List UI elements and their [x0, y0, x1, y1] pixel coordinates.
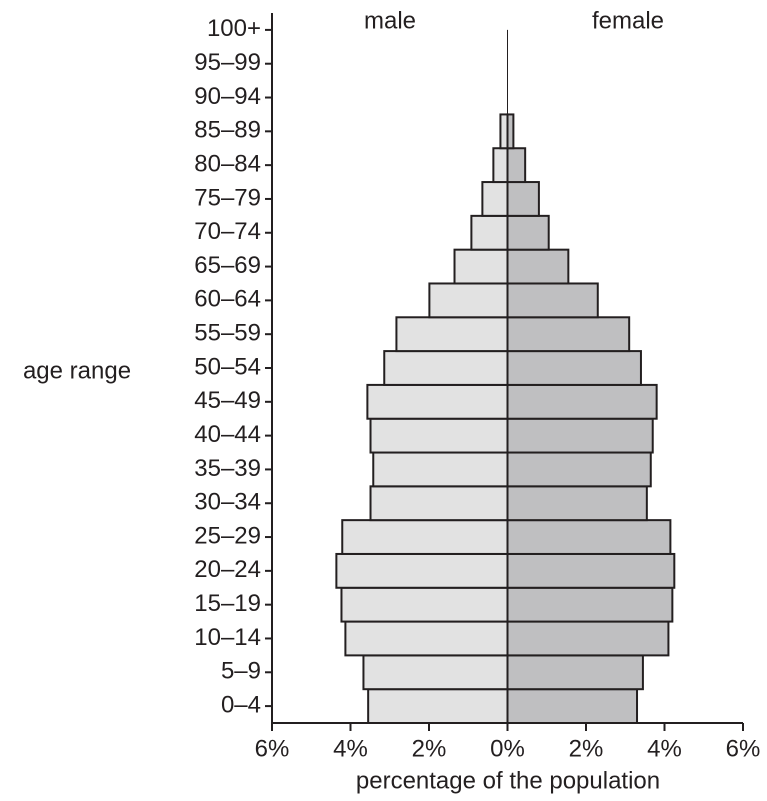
bar — [367, 688, 509, 725]
bar — [506, 586, 674, 623]
x-tick-label: 4% — [333, 735, 368, 762]
bar — [369, 417, 509, 454]
y-tick-label: 100+ — [207, 15, 261, 42]
bar — [340, 586, 509, 623]
y-axis-label: age range — [23, 357, 131, 384]
bar — [341, 519, 509, 555]
x-tick-label: 6% — [726, 735, 761, 762]
bar — [499, 113, 509, 150]
y-tick-label: 55–59 — [194, 320, 261, 347]
y-tick-label: 35–39 — [194, 455, 261, 482]
bar — [506, 248, 570, 285]
bar — [369, 485, 509, 522]
y-tick-label: 20–24 — [194, 556, 261, 583]
y-tick-label: 95–99 — [194, 49, 261, 76]
x-tick-label: 2% — [412, 735, 447, 762]
x-axis-label: percentage of the population — [356, 767, 660, 794]
bar — [506, 485, 648, 522]
bar — [506, 316, 631, 353]
y-tick-label: 70–74 — [194, 218, 261, 245]
y-tick-label: 0–4 — [221, 691, 261, 718]
bar — [481, 181, 509, 217]
bar — [492, 147, 509, 184]
bar — [372, 451, 509, 488]
y-tick-label: 15–19 — [194, 590, 261, 617]
legend-label: male — [364, 7, 416, 34]
x-tick-label: 6% — [255, 735, 290, 762]
bar — [506, 147, 527, 184]
y-tick-label: 90–94 — [194, 83, 261, 110]
y-tick-label: 85–89 — [194, 117, 261, 144]
x-tick-label: 0% — [490, 735, 525, 762]
y-tick-label: 25–29 — [194, 522, 261, 549]
bar — [506, 417, 654, 454]
bar — [344, 620, 509, 657]
bar — [383, 350, 509, 386]
y-tick-label: 65–69 — [194, 252, 261, 279]
bar — [395, 316, 509, 353]
bar — [506, 451, 652, 488]
bar — [506, 654, 644, 691]
bar — [453, 248, 509, 285]
bar — [506, 552, 676, 589]
y-tick-label: 45–49 — [194, 387, 261, 414]
bar — [506, 620, 670, 657]
bar — [506, 688, 639, 725]
bar — [428, 282, 509, 319]
y-tick-label: 5–9 — [221, 658, 261, 685]
bar — [366, 383, 509, 420]
bar — [506, 350, 642, 386]
x-tick-label: 4% — [647, 735, 682, 762]
bar — [506, 113, 515, 150]
y-tick-label: 75–79 — [194, 184, 261, 211]
y-tick-label: 10–14 — [194, 624, 261, 651]
bar — [362, 654, 509, 691]
bar — [506, 181, 540, 217]
legend-label: female — [592, 7, 664, 34]
y-tick-label: 60–64 — [194, 286, 261, 313]
bar — [470, 214, 509, 251]
bar — [335, 552, 509, 589]
y-tick-label: 80–84 — [194, 150, 261, 177]
y-tick-label: 50–54 — [194, 353, 261, 380]
x-tick-label: 2% — [569, 735, 604, 762]
bar — [506, 282, 599, 319]
y-tick-label: 40–44 — [194, 421, 261, 448]
bar — [506, 214, 550, 251]
bar — [506, 383, 658, 420]
bar — [506, 519, 672, 555]
y-tick-label: 30–34 — [194, 489, 261, 516]
